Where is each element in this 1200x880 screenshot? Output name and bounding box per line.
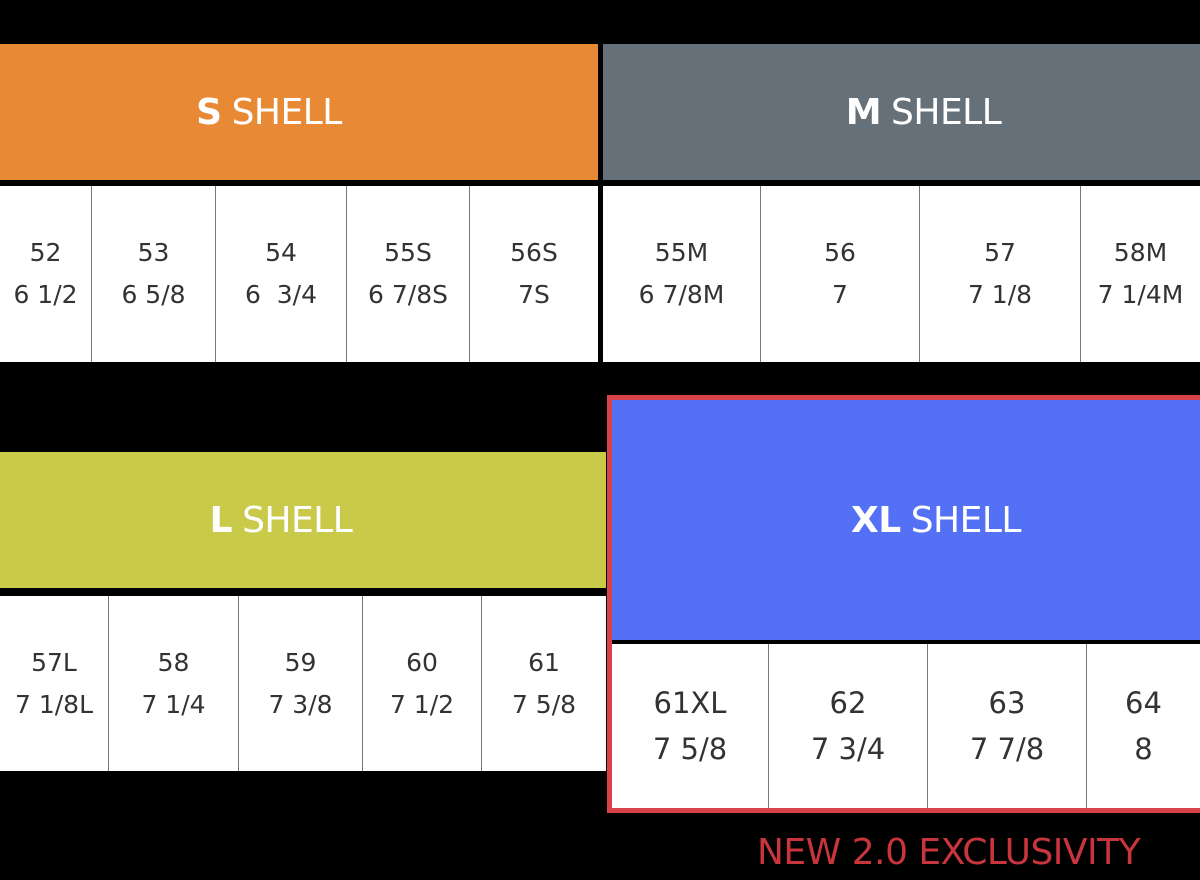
size-cm: 52 (29, 238, 62, 267)
size-cell: 60 7 1/2 (362, 596, 481, 771)
size-cm: 63 (988, 686, 1026, 720)
shell-size-code: S (196, 91, 222, 133)
size-hat: 7 3/8 (268, 689, 333, 719)
size-cm: 61 (528, 647, 560, 677)
exclusivity-note: NEW 2.0 EXCLUSIVITY (757, 832, 1141, 873)
s-shell-sizes-row: 52 6 1/2 53 6 5/8 54 6 3/4 55S 6 7/8S 56S 7S (0, 186, 598, 362)
size-hat: 6 5/8 (121, 280, 186, 309)
s-shell-header: S SHELL (0, 44, 598, 180)
xl-shell-sizes-row: 61XL 7 5/8 62 7 3/4 63 7 7/8 64 8 (612, 644, 1200, 808)
size-cell: 57L 7 1/8L (0, 596, 108, 771)
size-cell: 61XL 7 5/8 (612, 644, 768, 808)
size-cm: 56S (510, 238, 558, 267)
shell-size-code: XL (851, 499, 901, 541)
size-cm: 60 (406, 647, 438, 677)
size-cm: 54 (265, 238, 297, 267)
l-shell-sizes-row: 57L 7 1/8L 58 7 1/4 59 7 3/8 60 7 1/2 61 7 5/8 (0, 596, 606, 771)
shell-label: SHELL (242, 499, 353, 541)
size-hat: 6 7/8S (368, 280, 448, 309)
size-cell: 58M 7 1/4M (1080, 186, 1200, 362)
size-cell: 57 7 1/8 (919, 186, 1080, 362)
size-hat: 8 (1134, 732, 1153, 766)
size-cm: 58 (157, 647, 190, 677)
size-cell: 55M 6 7/8M (603, 186, 760, 362)
size-cell: 54 6 3/4 (215, 186, 346, 362)
shell-size-code: M (845, 91, 882, 133)
size-cell: 56 7 (760, 186, 919, 362)
size-cm: 61XL (653, 686, 727, 720)
shell-label: SHELL (231, 91, 343, 133)
l-shell-header: L SHELL (0, 452, 606, 588)
m-shell-header: M SHELL (603, 44, 1200, 180)
size-hat: 7 (832, 280, 848, 309)
size-hat: 6 3/4 (244, 280, 318, 309)
size-hat: 7 7/8 (969, 732, 1045, 766)
shell-label: SHELL (910, 499, 1022, 541)
size-hat: 7 1/4 (141, 689, 206, 719)
size-cell: 64 8 (1086, 644, 1200, 808)
size-cm: 55S (384, 238, 432, 267)
size-hat: 6 1/2 (13, 280, 78, 309)
size-cm: 59 (284, 647, 317, 677)
size-cm: 56 (824, 238, 856, 267)
size-cm: 62 (829, 686, 867, 720)
size-cell: 53 6 5/8 (91, 186, 215, 362)
size-cm: 53 (137, 238, 170, 267)
size-cm: 55M (654, 238, 709, 267)
size-hat: 7 3/4 (810, 732, 886, 766)
size-cell: 63 7 7/8 (927, 644, 1086, 808)
size-cm: 64 (1125, 686, 1162, 720)
size-cell: 59 7 3/8 (238, 596, 362, 771)
size-hat: 6 7/8M (638, 280, 725, 309)
shell-label: SHELL (891, 91, 1002, 133)
size-hat: 7 1/8L (14, 689, 93, 719)
size-hat: 7 5/8 (511, 689, 577, 719)
shell-size-code: L (209, 499, 233, 541)
size-cell: 56S 7S (469, 186, 598, 362)
size-cell: 61 7 5/8 (481, 596, 606, 771)
size-cm: 57 (984, 238, 1016, 267)
size-cm: 58M (1113, 238, 1168, 267)
size-hat: 7 1/4M (1097, 280, 1184, 309)
size-hat: 7 5/8 (652, 732, 728, 766)
size-cell: 52 6 1/2 (0, 186, 91, 362)
size-cell: 62 7 3/4 (768, 644, 927, 808)
size-cell: 55S 6 7/8S (346, 186, 469, 362)
size-cm: 57L (31, 647, 77, 677)
size-hat: 7 1/2 (389, 689, 455, 719)
xl-shell-header: XL SHELL (612, 400, 1200, 640)
m-shell-sizes-row: 55M 6 7/8M 56 7 57 7 1/8 58M 7 1/4M (603, 186, 1200, 362)
size-hat: 7 1/8 (967, 280, 1033, 309)
size-cell: 58 7 1/4 (108, 596, 238, 771)
size-hat: 7S (518, 280, 550, 309)
